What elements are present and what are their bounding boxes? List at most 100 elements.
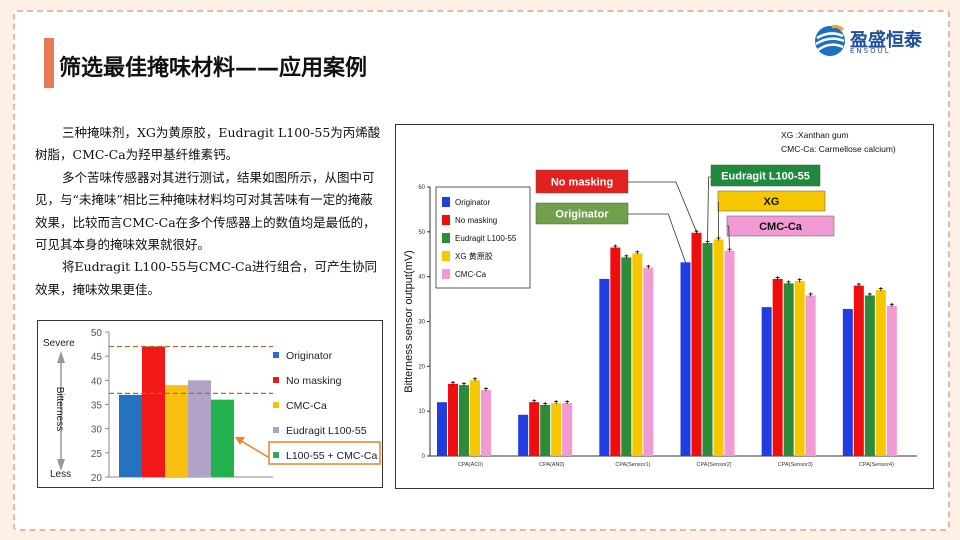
scale-top-label: Severe (43, 338, 75, 349)
label-box (535, 169, 629, 194)
bar-4-1 (772, 278, 783, 456)
label-box-text: No masking (551, 177, 613, 189)
legend-swatch (273, 427, 279, 433)
arrow-up-icon (57, 351, 65, 363)
small-bitterness-chart: 20 25 30 35 40 45 50 Severe Less Bitterness Origin… (37, 320, 383, 488)
legend-swatch (273, 402, 279, 408)
bar-5-3 (875, 290, 886, 456)
bar-3-0 (680, 262, 691, 456)
legend-swatch (442, 269, 450, 279)
legend-label: CMC-Ca (286, 400, 327, 412)
x-tick-label: CPA(Sensor2) (697, 462, 732, 468)
description-text: 三种掩味剂，XG为黄原胶，Eudragit L100-55为丙烯酸树脂，CMC-… (35, 122, 385, 301)
legend-label: Eudragit L100-55 (286, 425, 367, 437)
pointer-line (628, 213, 686, 263)
bar-5-4 (886, 305, 897, 456)
legend-label: Eudragit L100-55 (455, 234, 517, 243)
scale-bottom-label: Less (50, 469, 71, 480)
y-tick-label: 60 (418, 185, 425, 191)
y-axis-title: Bitterness sensor output(mV) (403, 250, 415, 392)
label-box-text: XG (764, 196, 780, 208)
bar-1-0 (518, 414, 529, 456)
label-box (710, 164, 821, 187)
x-tick-label: CPA(AN0) (539, 462, 564, 468)
legend-label: Originator (286, 350, 333, 362)
bar-0-1 (448, 383, 458, 456)
bar-1-4 (562, 403, 573, 456)
label-box-text: CMC-Ca (759, 221, 803, 233)
label-box-text: Originator (555, 209, 609, 221)
bar-0-4 (481, 390, 491, 456)
bar-1-2 (540, 404, 551, 456)
pointer-line (727, 225, 730, 251)
title-accent-bar (44, 38, 54, 88)
legend-swatch (442, 251, 450, 261)
legend-label: XG 黄原胶 (455, 251, 493, 261)
brand-logo: 盈盛恒泰 ENSOUL (814, 24, 934, 60)
page-title: 筛选最佳掩味材料——应用案例 (59, 56, 368, 81)
y-tick-label: 20 (418, 364, 425, 370)
bar-1 (119, 394, 142, 477)
bar-3 (165, 385, 188, 477)
legend-swatch (273, 377, 279, 383)
label-box (717, 190, 826, 212)
y-tick-label: 45 (91, 352, 103, 363)
x-tick-label: CPA(Sensor3) (778, 462, 813, 468)
legend-label: No masking (455, 216, 497, 225)
logo-name: 盈盛恒泰 (850, 30, 922, 51)
bar-5-2 (864, 295, 875, 456)
bar-3-2 (702, 243, 713, 456)
label-box (535, 202, 629, 225)
arrow-down-icon (57, 459, 65, 471)
bar-2-2 (621, 257, 632, 456)
label-box-text: Eudragit L100-55 (721, 171, 810, 183)
paragraph-1: 三种掩味剂，XG为黄原胶，Eudragit L100-55为丙烯酸树脂，CMC-… (35, 125, 381, 163)
bar-1-3 (551, 403, 562, 456)
bar-3-3 (713, 239, 724, 456)
paragraph-3: 将Eudragit L100-55与CMC-Ca进行组合，可产生协同效果，掩味效… (35, 259, 378, 297)
bar-3-4 (724, 250, 735, 456)
arrow-head-icon (235, 437, 245, 445)
globe-logo-icon (815, 24, 845, 56)
legend-swatch (442, 215, 450, 225)
legend-swatch (273, 352, 279, 358)
sensor-output-chart: 0 10 20 30 40 50 60 Bitterness sensor output(mV… (395, 124, 934, 489)
note: CMC-Ca: Carmellose calcium) (781, 144, 896, 154)
legend-swatch (442, 233, 450, 243)
pointer-line (628, 181, 697, 232)
bar-1-1 (529, 402, 540, 456)
bar-4-4 (805, 295, 816, 456)
bar-5-1 (853, 285, 864, 456)
bar-4-3 (794, 281, 805, 456)
bar-2-0 (599, 278, 610, 456)
bar-0-0 (437, 402, 447, 456)
bar-4 (188, 380, 211, 477)
y-tick-label: 50 (418, 230, 425, 236)
bar-2 (142, 346, 165, 477)
bar-4-2 (783, 283, 794, 456)
bar-4-0 (761, 307, 772, 456)
y-tick-label: 10 (418, 409, 425, 415)
highlight-arrow (237, 438, 269, 458)
legend-swatch (273, 452, 279, 458)
bar-0-3 (470, 380, 480, 456)
bar-3-1 (691, 232, 702, 456)
legend-label: Originator (455, 198, 490, 207)
y-tick-label: 20 (91, 473, 103, 484)
small-chart-svg: 20 25 30 35 40 45 50 Severe Less Bitterness Origin… (43, 328, 381, 484)
legend-label: L100-55 + CMC-Ca (286, 450, 377, 462)
y-tick-label: 0 (422, 454, 426, 460)
big-chart-svg: 0 10 20 30 40 50 60 Bitterness sensor output(mV… (403, 130, 917, 468)
x-tick-label: CPA(AC0) (458, 462, 483, 468)
note: XG :Xanthan gum (781, 130, 849, 140)
legend-label: No masking (286, 375, 342, 387)
legend-box (435, 186, 531, 289)
paragraph-2: 多个苦味传感器对其进行测试，结果如图所示，从图中可见，与“未掩味”相比三种掩味材… (35, 169, 376, 253)
pointer-line (707, 176, 711, 244)
bar-2-3 (632, 253, 643, 456)
bar-5-0 (842, 308, 853, 456)
y-tick-label: 30 (418, 320, 425, 326)
y-tick-label: 25 (91, 449, 103, 460)
bar-2-4 (643, 267, 654, 456)
bar-2-1 (610, 247, 621, 456)
